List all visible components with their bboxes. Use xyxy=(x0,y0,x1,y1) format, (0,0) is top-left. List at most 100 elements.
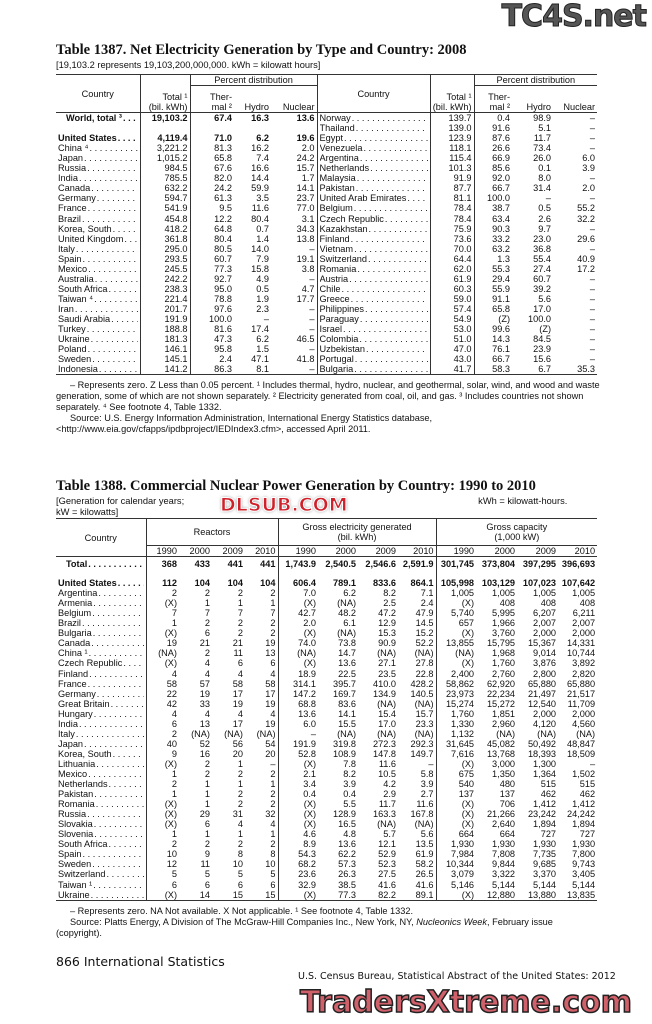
capacity-cell: (X) xyxy=(435,598,477,609)
country-cell: Switzerland xyxy=(56,869,146,879)
generation-cell: 14.5 xyxy=(415,618,434,629)
generation-cell: 864.1 xyxy=(410,578,434,589)
dot-leader xyxy=(354,203,428,213)
nuclear-cell: – xyxy=(309,273,315,284)
generation-cell: 52.8 xyxy=(277,748,319,759)
country-cell: Thailand xyxy=(316,123,431,134)
hydro-cell: 73.4 xyxy=(533,143,552,154)
capacity-cell: 7,808 xyxy=(492,849,516,860)
nuclear-cell: 41.8 xyxy=(296,354,315,365)
capacity-cell: 21,266 xyxy=(486,809,516,820)
col-group-reactors: Reactors xyxy=(145,518,279,546)
hydro-cell: 0.1 xyxy=(538,163,552,174)
country-cell: Kazakhstan xyxy=(316,223,431,234)
table-1388-title: Table 1388. Commercial Nuclear Power Gen… xyxy=(56,478,536,494)
capacity-cell: 480 xyxy=(499,779,516,790)
country-cell: Uzbekistan xyxy=(316,344,431,355)
nuclear-cell: 4.7 xyxy=(301,283,315,294)
reactors-cell: 8 xyxy=(270,849,276,860)
dot-leader xyxy=(91,334,138,344)
generation-cell: 74.0 xyxy=(277,638,319,649)
reactors-cell: 40 xyxy=(145,738,179,749)
thermal-cell: 82.0 xyxy=(189,173,234,184)
dot-leader xyxy=(91,890,144,900)
country-cell: Argentina xyxy=(56,588,146,598)
generation-cell: 5.7 xyxy=(383,829,397,840)
country-cell: Norway xyxy=(316,112,431,124)
capacity-cell: 1,502 xyxy=(572,768,596,779)
capacity-cell: 21,517 xyxy=(566,688,596,699)
reactors-cell: 10 xyxy=(232,859,243,870)
col-group-percent: Percent distribution xyxy=(189,74,318,87)
total-cell: 70.0 xyxy=(429,243,475,254)
hydro-cell: – xyxy=(263,313,269,324)
thermal-cell: 97.6 xyxy=(189,303,234,314)
reactors-cell: 7 xyxy=(145,608,179,619)
watermark-logo-tradersxtreme: TradersXtreme.com xyxy=(299,985,632,1020)
thermal-cell: 80.4 xyxy=(189,233,234,244)
nuclear-cell: 3.9 xyxy=(582,163,596,174)
table-row: Korea, South916202052.8108.9147.8149.77,… xyxy=(56,748,597,759)
country-cell: Spain xyxy=(56,849,146,859)
total-cell: 81.1 xyxy=(429,193,475,204)
reactors-cell: (X) xyxy=(145,799,179,810)
capacity-cell: 664 xyxy=(435,829,477,840)
total-cell: 188.8 xyxy=(139,324,190,335)
generation-cell: 2.4 xyxy=(420,598,434,609)
nuclear-cell: 13.6 xyxy=(296,113,315,124)
thermal-cell: 29.4 xyxy=(473,273,513,284)
capacity-cell: 2,820 xyxy=(572,668,596,679)
capacity-cell: 1,851 xyxy=(492,708,516,719)
country-cell: Iran xyxy=(56,304,140,314)
country-cell: Mexico xyxy=(56,769,146,779)
dot-leader xyxy=(88,559,143,569)
table-row: United Kingdom361.880.4 1.4 13.8Finland73.… xyxy=(56,233,597,244)
hydro-cell: 55.4 xyxy=(533,253,552,264)
nuclear-cell: 14.1 xyxy=(296,183,315,194)
total-cell: 3,221.2 xyxy=(139,143,190,154)
reactors-cell: 19 xyxy=(232,698,243,709)
reactors-cell: 2 xyxy=(145,839,179,850)
reactors-cell: 11 xyxy=(233,648,243,659)
capacity-cell: 1,894 xyxy=(572,819,596,830)
capacity-cell: 15,274 xyxy=(435,698,477,709)
country-cell: Belgium xyxy=(316,203,431,214)
generation-cell: (NA) xyxy=(377,728,397,739)
thermal-cell: 26.6 xyxy=(473,143,513,154)
total-cell: 221.4 xyxy=(139,293,190,304)
capacity-cell: 3,000 xyxy=(492,758,516,769)
reactors-cell: 2 xyxy=(145,588,179,599)
total-cell: 984.5 xyxy=(139,163,190,174)
nuclear-cell: 17.7 xyxy=(296,293,315,304)
total-cell: 245.5 xyxy=(139,263,190,274)
country-cell: Finland xyxy=(316,233,431,244)
thermal-cell: 99.6 xyxy=(473,324,513,335)
nuclear-cell: – xyxy=(589,243,596,254)
country-cell: Pakistan xyxy=(316,183,431,194)
capacity-cell: 6,211 xyxy=(572,608,596,619)
hydro-cell: 11.6 xyxy=(251,203,269,214)
country-cell: Taiwan ¹ xyxy=(56,880,146,890)
hydro-cell: 60.7 xyxy=(533,273,552,284)
reactors-cell: 2 xyxy=(270,839,276,850)
dot-leader xyxy=(84,739,143,749)
reactors-cell: 104 xyxy=(194,578,210,589)
hydro-cell: 14.0 xyxy=(251,243,269,254)
reactors-cell: 2 xyxy=(237,628,243,639)
dot-leader xyxy=(88,264,137,274)
capacity-cell: 21,497 xyxy=(527,688,557,699)
capacity-cell: 2,007 xyxy=(533,618,557,629)
total-cell: 139.7 xyxy=(429,112,475,124)
capacity-cell: 105,998 xyxy=(435,578,477,589)
country-cell: Russia xyxy=(56,809,146,819)
capacity-cell: 13,835 xyxy=(566,889,596,900)
generation-cell: 163.3 xyxy=(373,809,397,820)
reactors-cell: 104 xyxy=(260,578,276,589)
nuclear-cell: 32.2 xyxy=(577,213,596,224)
capacity-cell: 515 xyxy=(579,779,596,790)
thermal-cell: 92.7 xyxy=(189,273,234,284)
thermal-cell: 91.1 xyxy=(473,293,513,304)
